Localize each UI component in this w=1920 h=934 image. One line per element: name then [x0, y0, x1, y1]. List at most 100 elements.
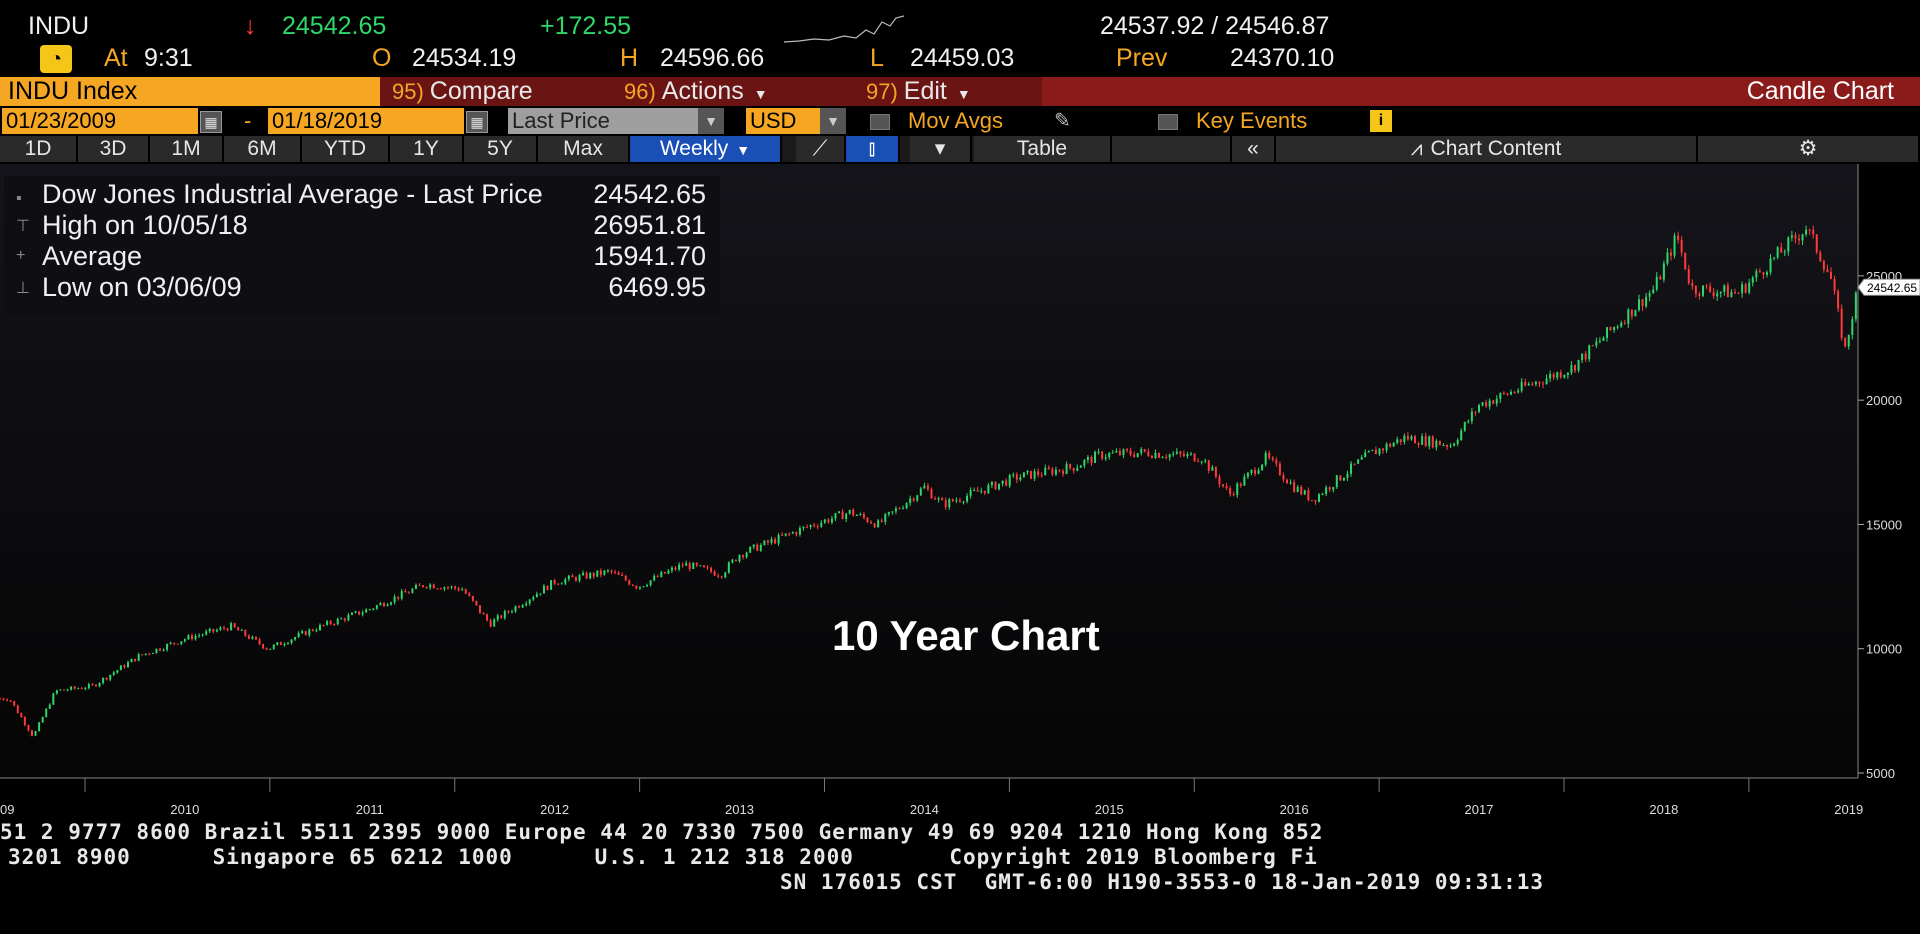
- candle-body: [6, 699, 9, 701]
- candle-body: [318, 624, 321, 631]
- calendar-icon[interactable]: ▦: [200, 111, 222, 133]
- compare-button[interactable]: 95) Compare: [380, 77, 614, 106]
- candle-body: [823, 519, 826, 523]
- candle-body: [994, 481, 997, 490]
- candle-body: [358, 611, 361, 615]
- candle-body: [891, 511, 894, 513]
- last-price-marker: 24542.65: [1857, 278, 1920, 296]
- candle-body: [1428, 436, 1431, 447]
- interval-weekly-select[interactable]: Weekly ▼: [630, 136, 782, 162]
- mov-avgs-checkbox[interactable]: [870, 114, 890, 130]
- tab-1y[interactable]: 1Y: [390, 136, 464, 162]
- candle-body: [1691, 283, 1694, 286]
- candle-body: [23, 717, 26, 726]
- edit-button[interactable]: 97) Edit ▼: [850, 77, 1042, 106]
- candle-body: [1300, 486, 1303, 495]
- candle-body: [798, 528, 801, 535]
- candle-body: [1726, 285, 1729, 298]
- candle-body: [660, 572, 663, 577]
- tab-ytd[interactable]: YTD: [302, 136, 390, 162]
- actions-button[interactable]: 96) Actions ▼: [608, 77, 860, 106]
- candle-body: [262, 644, 265, 649]
- candle-body: [1222, 484, 1225, 487]
- tab-5y[interactable]: 5Y: [464, 136, 538, 162]
- candle-body: [1495, 398, 1498, 404]
- candle-body: [663, 572, 666, 574]
- security-field[interactable]: INDU Index: [0, 77, 382, 106]
- candle-body: [1424, 436, 1427, 447]
- candle-body: [1524, 381, 1527, 386]
- candle-body: [386, 604, 389, 607]
- candle-body: [251, 636, 254, 639]
- end-date-input[interactable]: 01/18/2019: [268, 108, 464, 134]
- candle-body: [301, 631, 304, 634]
- candle-body: [1837, 291, 1840, 309]
- chevron-down-icon[interactable]: ▼: [820, 108, 846, 134]
- candle-body: [926, 485, 929, 490]
- info-icon[interactable]: i: [1370, 110, 1392, 132]
- tab-max[interactable]: Max: [538, 136, 630, 162]
- candle-body: [514, 606, 517, 612]
- candle-body: [230, 623, 233, 631]
- speedometer-icon[interactable]: ◔: [40, 45, 72, 73]
- compare-number: 95): [392, 79, 424, 104]
- candle-body: [439, 588, 442, 590]
- candle-body: [304, 631, 307, 636]
- mov-avgs-label[interactable]: Mov Avgs: [908, 108, 1003, 133]
- gear-icon[interactable]: ⚙: [1698, 136, 1920, 162]
- candle-body: [990, 481, 993, 486]
- candle-body: [969, 490, 972, 496]
- candle-body: [1666, 252, 1669, 264]
- candle-body: [905, 502, 908, 509]
- candle-body: [205, 631, 208, 635]
- legend-high-label: High on 10/05/18: [42, 210, 248, 240]
- candle-body: [998, 483, 1001, 490]
- price-field-select[interactable]: Last Price: [508, 108, 704, 134]
- candle-body: [532, 597, 535, 600]
- tab-6m[interactable]: 6M: [224, 136, 302, 162]
- pencil-icon[interactable]: ✎: [1054, 110, 1071, 132]
- line-chart-icon[interactable]: ⟋: [796, 136, 846, 162]
- candle-body: [1243, 476, 1246, 486]
- chevron-down-icon[interactable]: ▾: [910, 136, 972, 162]
- candle-body: [173, 642, 176, 644]
- candle-body: [1712, 291, 1715, 297]
- candle-body: [813, 524, 816, 527]
- chart-content-button[interactable]: ⩘ Chart Content: [1276, 136, 1698, 162]
- candle-body: [1442, 445, 1445, 447]
- candle-body: [1573, 365, 1576, 371]
- candle-body: [1307, 490, 1310, 501]
- candle-body: [1417, 443, 1420, 445]
- table-button[interactable]: Table: [974, 136, 1112, 162]
- candle-body: [1751, 277, 1754, 283]
- candle-chart-icon[interactable]: ⫾: [846, 136, 900, 162]
- chevron-down-icon[interactable]: ▼: [698, 108, 724, 134]
- tab-1d[interactable]: 1D: [0, 136, 78, 162]
- candle-body: [354, 611, 357, 613]
- candle-body: [1815, 234, 1818, 253]
- candle-body: [55, 690, 58, 694]
- edit-number: 97): [866, 79, 898, 104]
- candle-body: [176, 643, 179, 645]
- candle-body: [1158, 452, 1161, 458]
- candle-body: [510, 611, 513, 613]
- candle-body: [678, 564, 681, 570]
- currency-select[interactable]: USD: [746, 108, 822, 134]
- key-events-label[interactable]: Key Events: [1196, 108, 1308, 133]
- tab-3d[interactable]: 3D: [78, 136, 150, 162]
- candle-body: [1321, 494, 1324, 496]
- candle-body: [873, 523, 876, 528]
- candle-body: [1488, 400, 1491, 407]
- start-date-input[interactable]: 01/23/2009: [2, 108, 198, 134]
- candle-body: [1829, 271, 1832, 279]
- candle-body: [1591, 345, 1594, 347]
- candle-body: [596, 570, 599, 577]
- key-events-checkbox[interactable]: [1158, 114, 1178, 130]
- candle-body: [1065, 464, 1068, 474]
- collapse-icon[interactable]: «: [1232, 136, 1276, 162]
- calendar-icon[interactable]: ▦: [466, 111, 488, 133]
- candle-body: [1602, 337, 1605, 341]
- candle-body: [1723, 285, 1726, 292]
- candle-body: [183, 639, 186, 642]
- tab-1m[interactable]: 1M: [150, 136, 224, 162]
